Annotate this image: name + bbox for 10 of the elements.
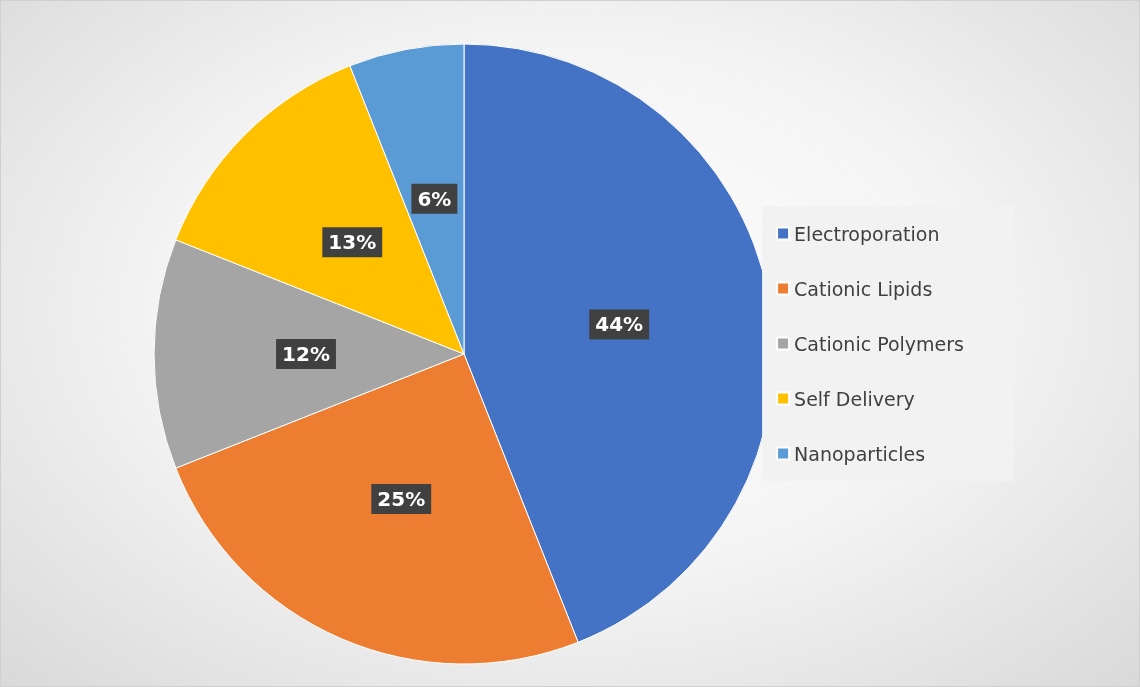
data-label: 44%	[595, 312, 644, 337]
legend-label: Self Delivery	[794, 387, 915, 410]
data-label: 6%	[417, 186, 452, 211]
data-label: 13%	[328, 230, 377, 255]
legend-label: Cationic Lipids	[794, 277, 933, 300]
data-label: 12%	[282, 342, 330, 366]
legend-label: Cationic Polymers	[794, 332, 964, 355]
legend-label: Electroporation	[794, 222, 940, 245]
data-label: 25%	[377, 487, 426, 512]
legend-label: Nanoparticles	[794, 442, 926, 465]
